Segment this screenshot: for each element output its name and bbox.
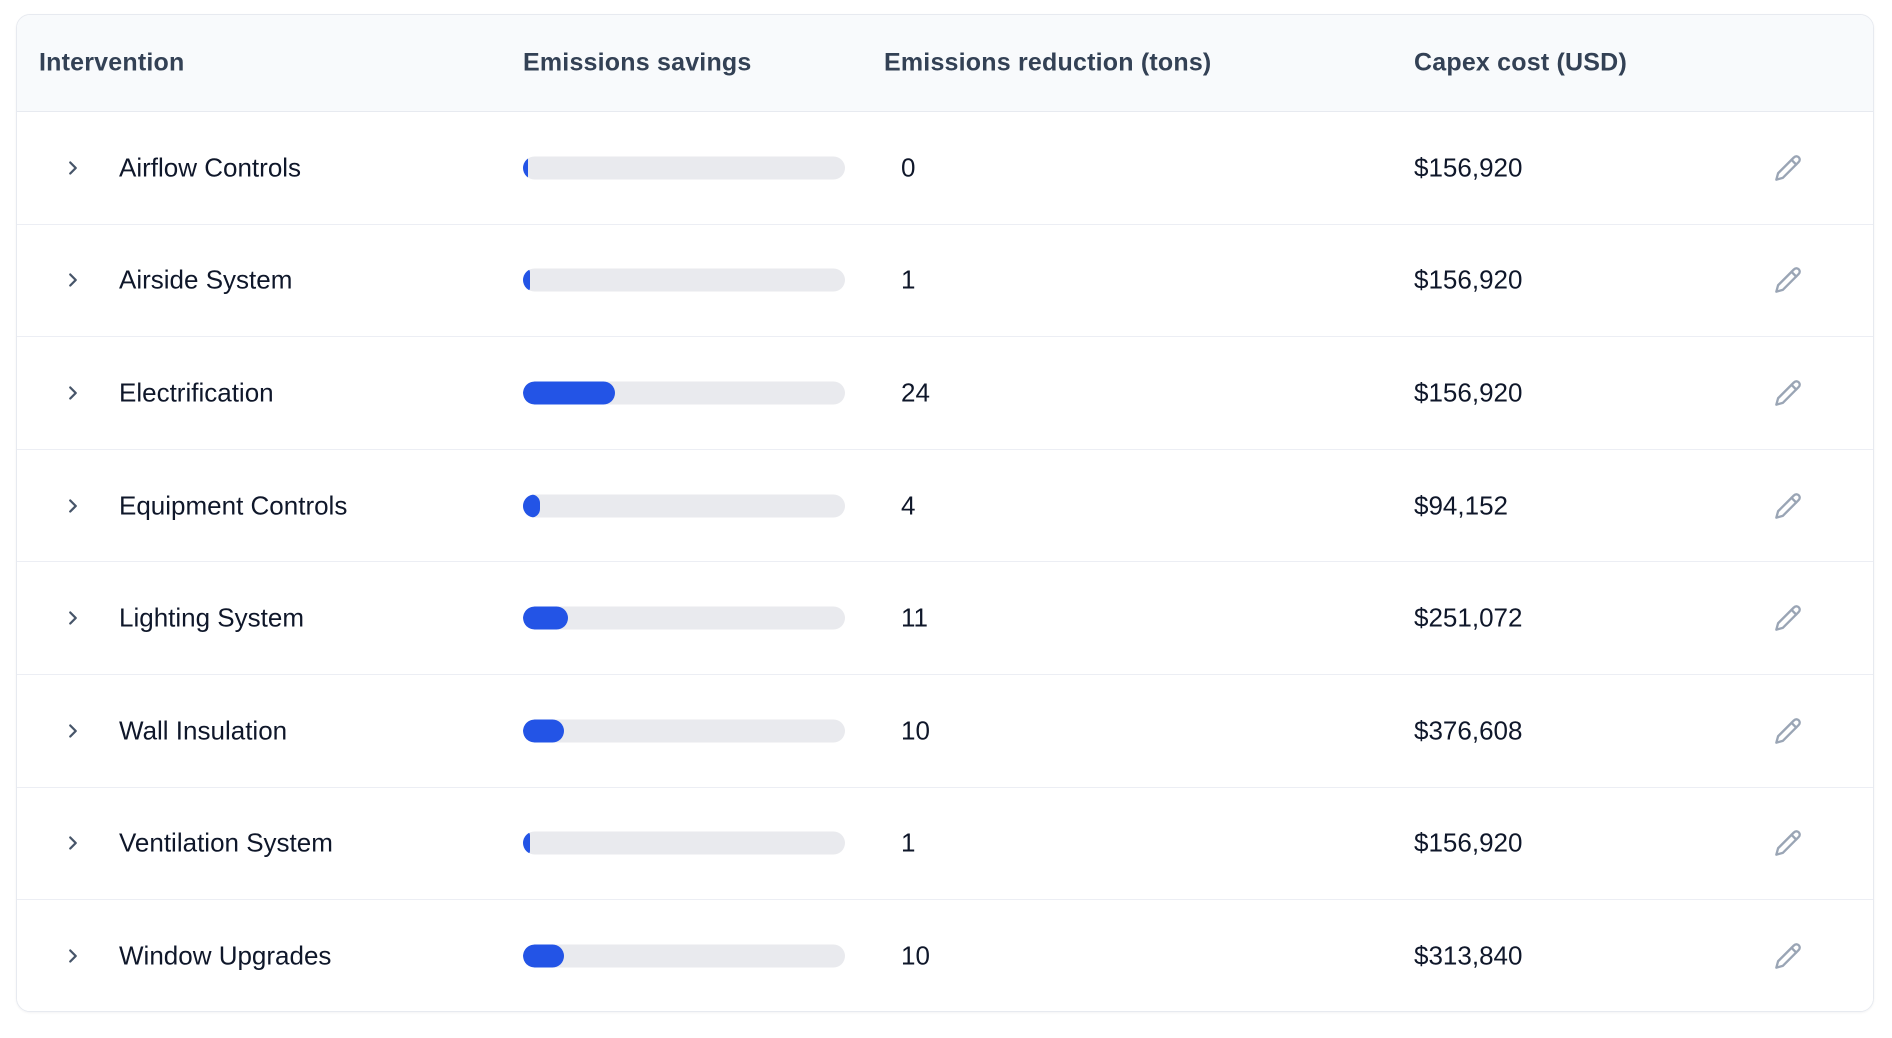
- expand-row-button[interactable]: [55, 938, 91, 974]
- table-row: Equipment Controls 4 $94,152: [17, 449, 1873, 563]
- pencil-icon: [1775, 154, 1801, 181]
- emissions-savings-bar: [523, 494, 845, 518]
- emissions-reduction-value: 0: [901, 152, 916, 183]
- emissions-reduction-value: 4: [901, 490, 916, 521]
- edit-row-button[interactable]: [1768, 148, 1808, 188]
- table-row: Window Upgrades 10 $313,840: [17, 900, 1873, 1011]
- chevron-right-icon: [69, 949, 77, 964]
- emissions-savings-bar-fill: [523, 719, 564, 743]
- capex-cost-value: $156,920: [1414, 264, 1523, 295]
- intervention-name: Window Upgrades: [119, 940, 332, 971]
- emissions-savings-bar: [523, 268, 845, 292]
- emissions-reduction-value: 10: [901, 715, 930, 746]
- table-row: Ventilation System 1 $156,920: [17, 787, 1873, 901]
- emissions-savings-bar-fill: [523, 831, 531, 855]
- chevron-right-icon: [69, 161, 77, 175]
- emissions-savings-bar-fill: [523, 606, 569, 630]
- chevron-right-icon: [69, 724, 77, 738]
- expand-row-button[interactable]: [55, 825, 91, 861]
- intervention-name: Lighting System: [119, 602, 304, 633]
- table-row: Lighting System 11 $251,072: [17, 562, 1873, 675]
- intervention-name: Wall Insulation: [119, 715, 288, 746]
- capex-cost-value: $313,840: [1414, 940, 1523, 971]
- emissions-savings-bar-fill: [523, 268, 531, 292]
- edit-row-button[interactable]: [1768, 936, 1808, 976]
- emissions-savings-bar: [523, 606, 845, 630]
- capex-cost-value: $376,608: [1414, 715, 1523, 746]
- table-row: Airside System 1 $156,920: [17, 224, 1873, 338]
- emissions-reduction-value: 11: [901, 602, 928, 633]
- expand-row-button[interactable]: [55, 150, 91, 186]
- emissions-reduction-value: 10: [901, 940, 930, 971]
- table-header-row: Intervention Emissions savings Emissions…: [17, 15, 1873, 112]
- pencil-icon: [1775, 830, 1801, 857]
- emissions-reduction-value: 1: [901, 264, 916, 295]
- emissions-reduction-value: 24: [901, 377, 930, 408]
- emissions-savings-bar-fill: [523, 494, 541, 518]
- intervention-name: Equipment Controls: [119, 490, 348, 521]
- chevron-right-icon: [69, 386, 77, 400]
- table-row: Airflow Controls 0 $156,920: [17, 112, 1873, 225]
- capex-cost-value: $156,920: [1414, 377, 1523, 408]
- pencil-icon: [1775, 380, 1801, 406]
- emissions-savings-bar-fill: [523, 381, 616, 405]
- pencil-icon: [1775, 605, 1801, 632]
- chevron-right-icon: [69, 836, 77, 851]
- emissions-reduction-value: 1: [901, 827, 916, 858]
- expand-row-button[interactable]: [55, 262, 91, 298]
- emissions-savings-bar: [523, 156, 845, 180]
- expand-row-button[interactable]: [55, 713, 91, 749]
- intervention-name: Electrification: [119, 377, 274, 408]
- emissions-savings-bar-fill: [523, 156, 528, 180]
- emissions-savings-bar-fill: [523, 944, 564, 968]
- capex-cost-value: $156,920: [1414, 827, 1523, 858]
- pencil-icon: [1775, 492, 1801, 519]
- chevron-right-icon: [69, 273, 77, 288]
- pencil-icon: [1775, 267, 1801, 294]
- column-header-emissions-reduction: Emissions reduction (tons): [884, 48, 1212, 77]
- intervention-name: Ventilation System: [119, 827, 333, 858]
- edit-row-button[interactable]: [1768, 598, 1808, 638]
- emissions-savings-bar: [523, 831, 845, 855]
- expand-row-button[interactable]: [55, 600, 91, 636]
- column-header-capex-cost: Capex cost (USD): [1414, 48, 1627, 77]
- emissions-savings-bar: [523, 719, 845, 743]
- edit-row-button[interactable]: [1768, 823, 1808, 863]
- pencil-icon: [1775, 717, 1801, 744]
- column-header-emissions-savings: Emissions savings: [523, 48, 752, 77]
- column-header-intervention: Intervention: [39, 48, 185, 77]
- intervention-name: Airside System: [119, 264, 293, 295]
- pencil-icon: [1775, 943, 1801, 970]
- table-row: Electrification 24 $156,920: [17, 337, 1873, 450]
- emissions-savings-bar: [523, 381, 845, 405]
- chevron-right-icon: [69, 611, 77, 625]
- edit-row-button[interactable]: [1768, 711, 1808, 751]
- chevron-right-icon: [69, 498, 77, 513]
- capex-cost-value: $156,920: [1414, 152, 1523, 183]
- edit-row-button[interactable]: [1768, 486, 1808, 526]
- edit-row-button[interactable]: [1768, 373, 1808, 413]
- capex-cost-value: $251,072: [1414, 602, 1523, 633]
- table-row: Wall Insulation 10 $376,608: [17, 674, 1873, 788]
- edit-row-button[interactable]: [1768, 260, 1808, 300]
- emissions-savings-bar: [523, 944, 845, 968]
- expand-row-button[interactable]: [55, 375, 91, 411]
- interventions-table: Intervention Emissions savings Emissions…: [16, 14, 1874, 1012]
- table-body: Airflow Controls 0 $156,920 Airside Syst…: [17, 112, 1873, 1011]
- intervention-name: Airflow Controls: [119, 152, 302, 183]
- expand-row-button[interactable]: [55, 488, 91, 524]
- capex-cost-value: $94,152: [1414, 490, 1508, 521]
